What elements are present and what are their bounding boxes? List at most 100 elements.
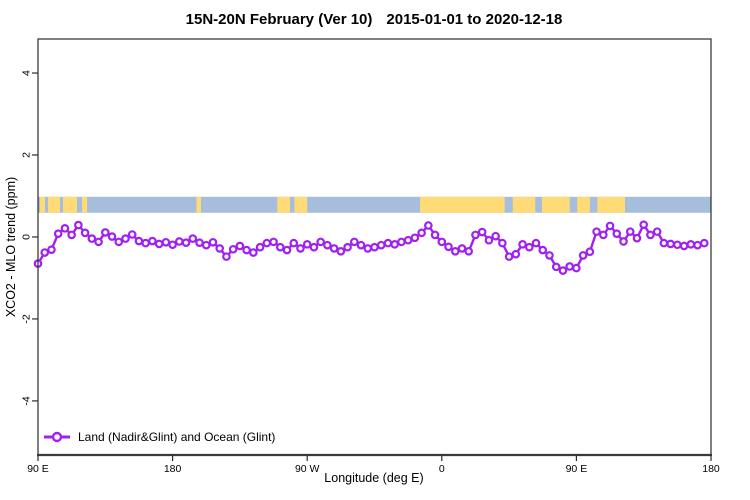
- data-point-marker: [632, 233, 642, 243]
- data-point-marker: [551, 262, 561, 272]
- data-point-marker: [134, 236, 144, 246]
- data-point-marker: [195, 238, 204, 247]
- data-point-marker: [471, 230, 480, 240]
- data-point-marker: [175, 237, 184, 246]
- data-point-marker: [605, 221, 615, 231]
- data-point-marker: [275, 242, 285, 252]
- data-point-marker: [652, 227, 662, 236]
- land-ocean-band: [38, 196, 711, 213]
- x-tick-label: 180: [164, 463, 182, 475]
- data-point-marker: [201, 240, 211, 250]
- land-band-segment: [62, 196, 78, 213]
- data-point-marker: [121, 234, 130, 243]
- data-point-marker: [504, 252, 514, 261]
- data-point-marker: [309, 242, 319, 252]
- data-point-marker: [430, 230, 440, 240]
- y-tick-label: 0: [21, 234, 33, 240]
- data-point-marker: [188, 234, 198, 243]
- data-point-marker: [666, 239, 675, 249]
- data-point-marker: [673, 240, 682, 250]
- data-point-marker: [127, 230, 137, 239]
- land-band-segment: [597, 196, 626, 213]
- data-point-marker: [168, 240, 177, 250]
- y-tick-label: -4: [21, 396, 33, 405]
- legend-marker-icon: [51, 431, 63, 443]
- data-point-marker: [47, 245, 56, 254]
- data-point-marker: [491, 231, 500, 241]
- data-point-marker: [424, 221, 433, 230]
- data-point-marker: [450, 247, 460, 256]
- data-point-marker: [699, 238, 709, 248]
- data-point-marker: [222, 252, 231, 261]
- x-tick-label: 90 E: [27, 463, 49, 475]
- data-point-marker: [437, 237, 447, 247]
- data-point-marker: [558, 266, 568, 275]
- axes: 90 E 180 90 W 0 90 E 180 -4 -2 0 2 4: [21, 38, 720, 475]
- data-point-marker: [154, 239, 164, 249]
- data-point-marker: [484, 235, 494, 245]
- data-point-marker: [531, 238, 541, 248]
- legend: Land (Nadir&Glint) and Ocean (Glint): [44, 430, 275, 444]
- land-band-segment: [39, 196, 46, 213]
- data-point-marker: [572, 263, 581, 273]
- land-band-segment: [542, 196, 570, 213]
- data-point-marker: [67, 230, 76, 240]
- x-tick-label: 180: [702, 463, 720, 475]
- data-point-marker: [329, 244, 339, 253]
- x-tick-label: 0: [439, 463, 445, 475]
- data-point-marker: [498, 238, 507, 248]
- data-point-marker: [578, 251, 588, 260]
- data-point-marker: [518, 240, 527, 249]
- y-tick-label: -2: [21, 314, 33, 323]
- trend-series: [33, 220, 709, 275]
- data-point-marker: [538, 245, 548, 255]
- land-band-segment: [577, 196, 590, 213]
- data-point-marker: [511, 249, 521, 259]
- data-point-marker: [585, 247, 595, 257]
- data-point-marker: [592, 227, 601, 236]
- data-point-marker: [262, 238, 272, 248]
- data-point-marker: [235, 241, 245, 251]
- data-point-marker: [625, 227, 635, 236]
- data-point-marker: [80, 228, 90, 238]
- data-point-marker: [464, 247, 474, 256]
- land-band-segment: [420, 196, 505, 213]
- land-band-segment: [277, 196, 291, 213]
- data-point-marker: [639, 220, 649, 229]
- data-point-marker: [545, 251, 554, 260]
- data-point-marker: [323, 240, 332, 250]
- data-point-marker: [215, 244, 225, 253]
- chart-title-region: 15N-20N February (Ver 10): [186, 11, 373, 28]
- land-band-segment: [196, 196, 202, 213]
- data-point-marker: [679, 241, 689, 251]
- y-axis-label: XCO2 - MLO trend (ppm): [4, 177, 18, 317]
- data-point-marker: [565, 262, 574, 271]
- data-point-marker: [181, 238, 191, 247]
- x-axis-label: Longitude (deg E): [324, 471, 423, 485]
- land-band-segment: [48, 196, 60, 213]
- data-point-marker: [107, 232, 117, 241]
- data-point-marker: [410, 233, 420, 243]
- data-point-marker: [343, 242, 352, 252]
- data-point-marker: [457, 244, 467, 253]
- data-point-marker: [693, 240, 702, 250]
- data-point-marker: [94, 237, 103, 247]
- data-point-marker: [141, 238, 150, 248]
- data-point-marker: [269, 237, 278, 247]
- data-point-marker: [148, 236, 157, 246]
- land-band-segment: [512, 196, 536, 213]
- data-point-marker: [316, 237, 325, 247]
- data-point-marker: [477, 227, 487, 237]
- data-point-marker: [228, 244, 238, 254]
- data-point-marker: [612, 229, 622, 238]
- data-point-marker: [60, 224, 70, 233]
- data-point-marker: [282, 245, 292, 255]
- data-point-marker: [383, 238, 393, 248]
- legend-label: Land (Nadir&Glint) and Ocean (Glint): [78, 430, 275, 444]
- data-point-marker: [289, 238, 299, 248]
- data-point-marker: [114, 237, 124, 247]
- data-point-marker: [208, 237, 218, 247]
- data-point-marker: [242, 245, 251, 255]
- data-point-marker: [350, 237, 359, 247]
- data-point-marker: [524, 242, 534, 252]
